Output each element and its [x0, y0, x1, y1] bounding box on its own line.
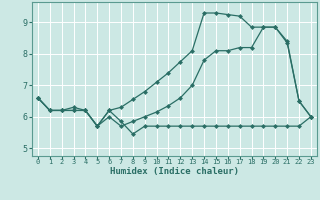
X-axis label: Humidex (Indice chaleur): Humidex (Indice chaleur)	[110, 167, 239, 176]
